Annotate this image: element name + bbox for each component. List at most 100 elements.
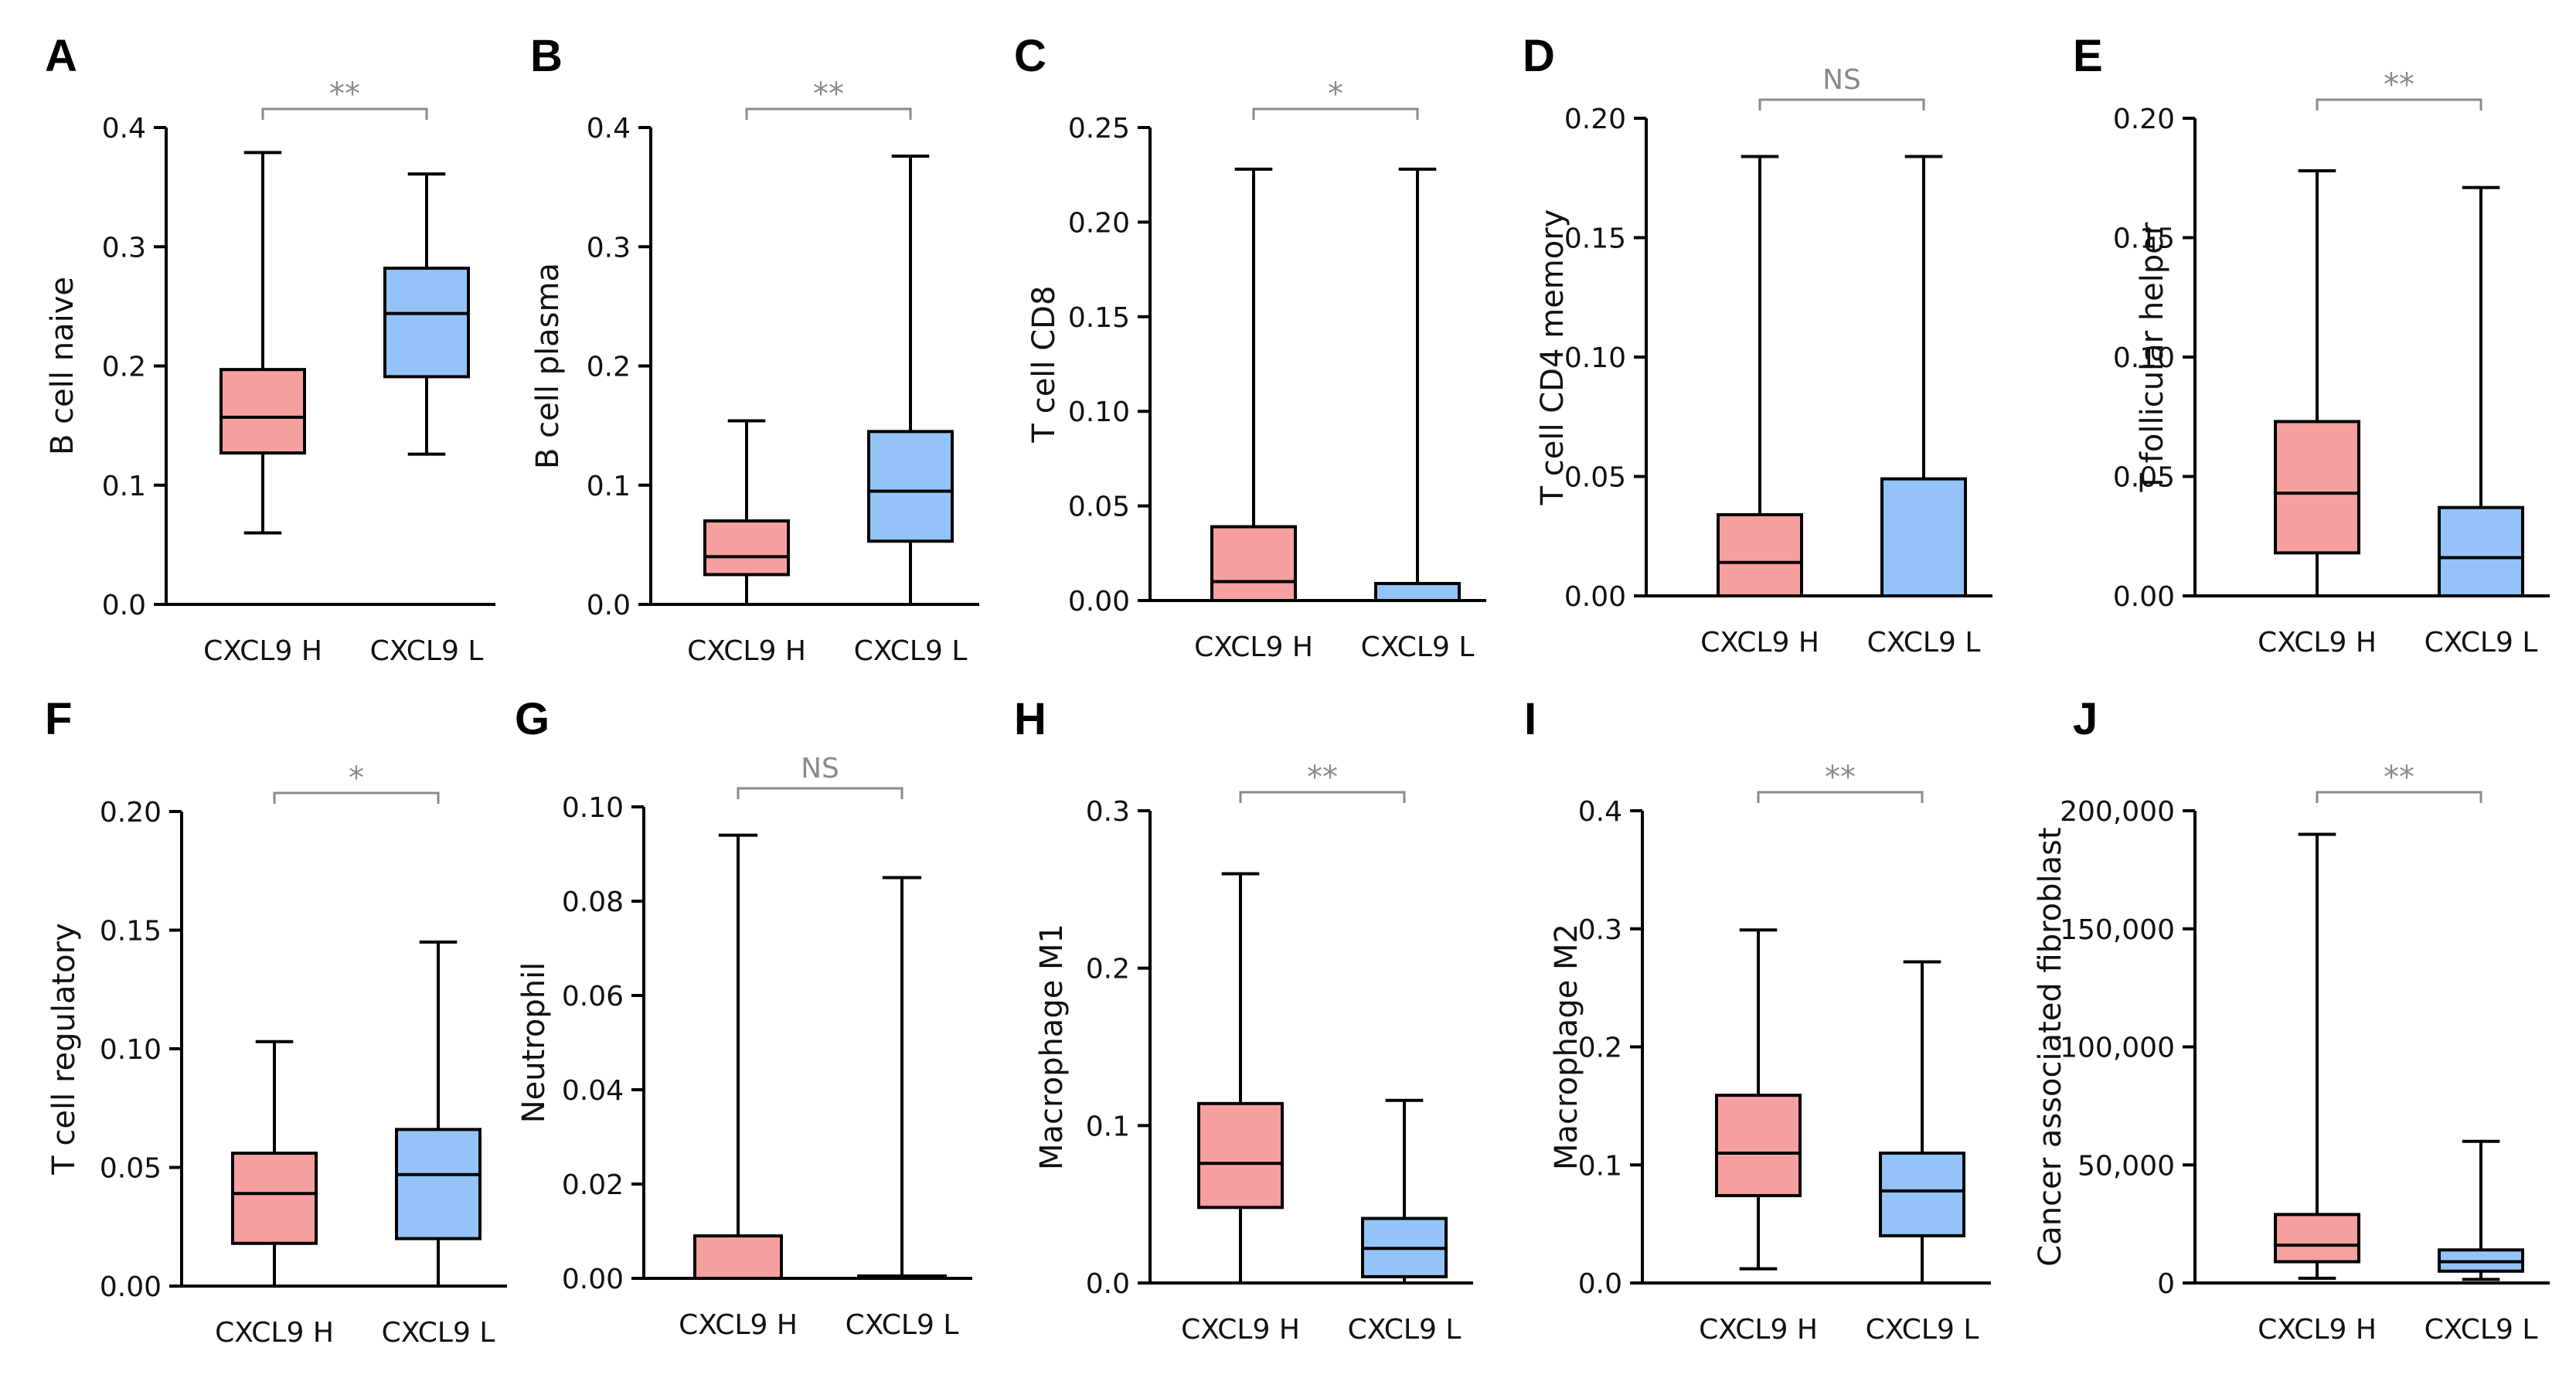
x-tick-label: CXCL9 L [2425,627,2538,658]
y-tick-label: 0.2 [1086,954,1130,985]
bracket-line [2316,791,2482,803]
significance-bracket: ** [2316,67,2482,111]
y-tick-label: 0.0 [102,590,146,621]
box-cxcl9-low [2438,1139,2524,1281]
y-tick-label: 0.1 [1086,1111,1130,1142]
box-cxcl9-low [383,172,470,456]
y-tick-label: 0.10 [2113,342,2175,374]
significance-bracket: NS [737,753,903,799]
y-tick-label: 0 [2157,1268,2175,1300]
y-tick-label: 0.00 [2113,581,2175,613]
panel-h: H 0.0 0.1 0.2 0.3 Macrophage M1 CXCL9 H CXCL9 L… [1014,694,1473,1346]
x-tick-label: CXCL9 L [2425,1314,2538,1346]
y-tick-label: 0.00 [562,1264,624,1295]
y-tick-label: 50,000 [2077,1150,2175,1182]
y-tick-label: 0.00 [1068,586,1130,618]
box-cxcl9-low [395,940,482,1288]
y-tick-label: 0.05 [1564,462,1626,494]
y-tick-label: 0.2 [102,352,146,383]
significance-label: ** [329,77,360,112]
panel-letter: I [1524,694,1536,744]
box-iqr [2274,1213,2360,1264]
box-cxcl9-high [1717,155,1803,597]
box-cxcl9-low [1374,167,1461,603]
y-tick-label: 0.10 [1068,396,1130,428]
y-tick-label: 0.0 [1086,1268,1130,1300]
panel-a: A 0.0 0.1 0.2 0.3 0.4 B cell naive CXCL9 H CXCL9… [45,31,495,667]
box-cxcl9-high [219,151,306,535]
bracket-line [1239,791,1406,803]
x-tick-label: CXCL9 L [1866,1314,1979,1346]
x-tick-label: CXCL9 H [1181,1314,1300,1346]
significance-label: ** [1825,760,1856,795]
y-axis-label: T cell CD8 [1026,286,1062,444]
x-tick-label: CXCL9 H [1194,631,1313,663]
bracket-line [273,791,440,804]
box-cxcl9-high [2274,168,2360,597]
significance-bracket: * [1252,77,1419,120]
box-iqr [383,267,470,379]
y-tick-label: 0.10 [100,1034,162,1066]
x-tick-label: CXCL9 H [687,635,806,667]
box-iqr [1717,512,1803,597]
y-tick-label: 0.05 [1068,492,1130,523]
y-tick-label: 0.3 [587,232,631,264]
significance-label: NS [1822,64,1861,96]
y-tick-label: 0.20 [1068,207,1130,239]
box-cxcl9-low [857,876,947,1280]
panel-letter: J [2073,694,2098,744]
significance-bracket: ** [261,77,428,120]
box-iqr [2438,505,2524,597]
y-axis-label: Cancer associated fibroblast [2033,827,2068,1266]
y-tick-label: 0.20 [1564,104,1626,135]
x-tick-label: CXCL9 L [854,635,968,667]
bracket-line [2316,98,2482,111]
y-tick-label: 150,000 [2060,914,2175,946]
box-iqr [1374,581,1461,603]
box-cxcl9-low [1880,155,1967,598]
significance-bracket: ** [745,77,912,120]
y-tick-label: 0.4 [102,113,146,145]
y-tick-label: 0.1 [587,471,631,502]
y-axis-label: B cell naive [45,277,80,455]
bracket-line [1252,107,1419,120]
box-cxcl9-low [1361,1098,1448,1285]
panel-g: G 0.00 0.02 0.04 0.06 0.08 0.10 Neutrophil CXCL9… [515,694,972,1341]
y-tick-label: 0.3 [1086,796,1130,828]
panel-letter: B [530,31,563,81]
y-axis-label: Neutrophil [516,962,552,1124]
panel-letter: H [1014,694,1046,744]
y-tick-label: 0.25 [1068,113,1130,145]
box-cxcl9-high [693,833,783,1280]
y-tick-label: 0.0 [587,590,631,621]
y-tick-label: 0.20 [2113,104,2175,135]
y-tick-label: 0.1 [1578,1150,1622,1182]
box-cxcl9-high [703,419,790,606]
x-tick-label: CXCL9 L [1361,631,1475,663]
y-tick-label: 100,000 [2060,1033,2175,1064]
significance-bracket: ** [2316,760,2482,803]
y-tick-label: 0.4 [587,113,631,145]
box-iqr [1210,525,1297,603]
y-tick-label: 0.00 [1564,581,1626,613]
y-tick-label: 0.2 [587,352,631,383]
panel-f: F 0.00 0.05 0.10 0.15 0.20 T cell regulatory CX… [45,694,507,1349]
y-tick-label: 0.05 [2113,462,2175,494]
x-tick-label: CXCL9 H [1699,1314,1818,1346]
panel-letter: D [1523,31,1555,81]
y-tick-label: 0.3 [1578,914,1622,946]
x-tick-label: CXCL9 L [1348,1314,1462,1346]
panel-i: I 0.0 0.1 0.2 0.3 0.4 Macrophage M2 CXCL9 H CXCL… [1524,694,1991,1346]
significance-bracket: NS [1758,64,1925,111]
y-tick-label: 0.1 [102,471,146,502]
significance-bracket: * [273,761,440,804]
y-tick-label: 0.10 [1564,342,1626,374]
box-iqr [2274,420,2360,555]
significance-label: ** [2384,760,2414,795]
box-iqr [1197,1101,1284,1210]
x-tick-label: CXCL9 H [2258,627,2377,658]
x-tick-label: CXCL9 L [382,1317,495,1349]
y-tick-label: 0.02 [562,1169,624,1201]
